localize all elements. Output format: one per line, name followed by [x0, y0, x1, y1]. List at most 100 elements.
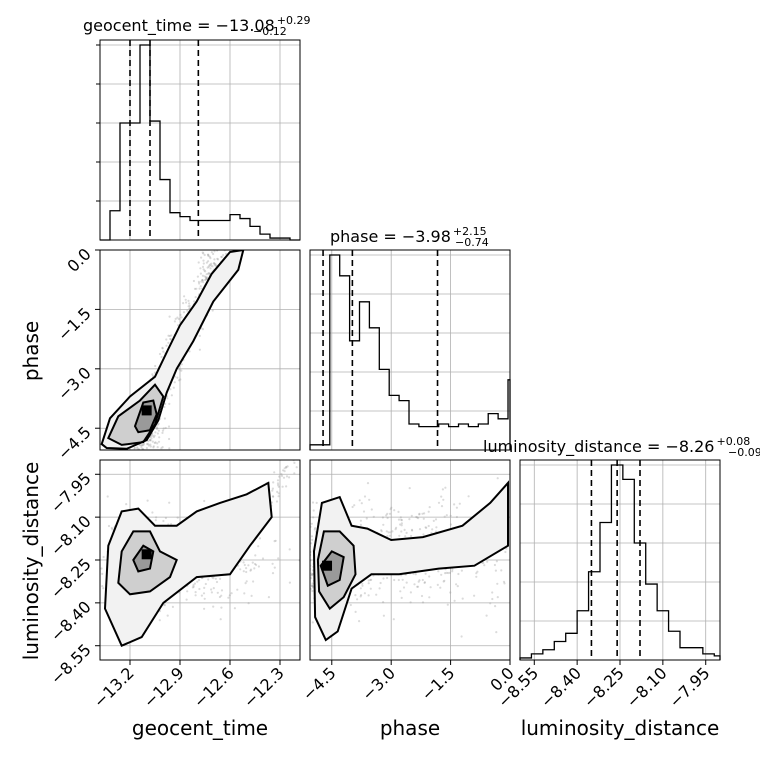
sample-point	[97, 581, 99, 583]
sample-point	[482, 561, 485, 565]
sample-point	[205, 261, 208, 264]
sample-point	[451, 570, 454, 573]
sample-point	[290, 598, 292, 600]
sample-point	[359, 587, 362, 590]
sample-point	[310, 584, 313, 587]
sample-point	[156, 432, 159, 435]
sample-point	[168, 501, 171, 504]
sample-point	[295, 548, 297, 550]
sample-point	[207, 260, 210, 263]
sample-point	[311, 621, 314, 624]
sample-point	[203, 607, 206, 610]
sample-point	[163, 417, 166, 420]
sample-point	[204, 270, 207, 273]
sample-point	[386, 516, 389, 520]
sample-point	[176, 316, 179, 319]
y-tick-label-luminosity_distance: −8.10	[47, 512, 95, 560]
sample-point	[243, 592, 246, 595]
contour-outer	[312, 480, 509, 642]
sample-point	[368, 498, 371, 501]
sample-point	[192, 279, 195, 283]
sample-point	[206, 276, 209, 279]
sample-point	[283, 467, 286, 470]
sample-point	[201, 279, 204, 282]
sample-point	[422, 533, 425, 536]
sample-point	[167, 341, 170, 344]
sample-point	[201, 265, 205, 268]
sample-point	[186, 590, 189, 593]
sample-point	[202, 281, 205, 284]
sample-point	[197, 280, 200, 283]
sample-point	[410, 514, 413, 518]
sample-point	[141, 444, 145, 447]
sample-point	[211, 309, 214, 312]
sample-point	[151, 374, 155, 378]
sample-point	[356, 598, 359, 601]
sample-point	[390, 506, 393, 509]
sample-point	[102, 587, 105, 590]
sample-point	[156, 446, 159, 449]
sample-point	[400, 519, 403, 522]
sample-point	[440, 495, 443, 498]
sample-point	[227, 248, 229, 250]
sample-point	[177, 317, 180, 321]
sample-point	[277, 557, 280, 560]
sample-point	[421, 512, 424, 515]
sample-point	[199, 285, 202, 288]
sample-point	[101, 572, 104, 576]
sample-point	[483, 564, 486, 567]
y-tick-label-luminosity_distance: −8.40	[47, 597, 95, 645]
sample-point	[212, 577, 215, 580]
sample-point	[311, 573, 314, 576]
sample-point	[251, 561, 254, 564]
sample-point	[277, 484, 280, 487]
sample-point	[156, 423, 159, 426]
sample-point	[151, 373, 154, 376]
sample-point	[307, 541, 309, 543]
contour-inner	[132, 544, 155, 573]
sample-point	[184, 298, 187, 301]
sample-point	[310, 535, 314, 538]
sample-point	[436, 583, 439, 587]
sample-point	[281, 485, 284, 488]
sample-point	[180, 363, 183, 366]
sample-point	[455, 583, 458, 586]
sample-point	[203, 499, 206, 503]
sample-point	[385, 514, 388, 517]
sample-point	[202, 252, 205, 255]
sample-point	[307, 570, 309, 572]
sample-point	[146, 442, 149, 446]
sample-point	[196, 580, 199, 583]
sample-point	[389, 508, 392, 511]
sample-point	[219, 618, 222, 621]
sample-point	[393, 509, 396, 512]
sample-point	[293, 456, 295, 458]
sample-point	[92, 578, 94, 580]
sample-point	[427, 510, 430, 513]
panel-luminosity_distance-vs-phase	[290, 477, 513, 642]
title-phase-lower: −0.74	[455, 236, 489, 249]
sample-point	[172, 386, 175, 389]
sample-point	[301, 464, 303, 466]
sample-point	[418, 528, 422, 531]
sample-point	[303, 572, 305, 574]
sample-point	[311, 586, 314, 589]
sample-point	[295, 581, 297, 583]
sample-point	[303, 582, 305, 584]
sample-point	[288, 581, 291, 584]
sample-point	[272, 495, 275, 498]
sample-point	[209, 257, 212, 260]
x-tick-label-geocent_time: −12.9	[140, 663, 188, 711]
sample-point	[511, 543, 513, 545]
sample-point	[188, 304, 191, 307]
sample-point	[261, 557, 265, 560]
y-tick-label-phase: −1.5	[54, 304, 95, 345]
sample-point	[216, 258, 220, 261]
sample-point	[210, 251, 213, 254]
sample-point	[155, 426, 158, 429]
sample-point	[420, 594, 424, 598]
histogram-phase	[309, 254, 511, 450]
sample-point	[162, 427, 165, 430]
sample-point	[258, 537, 262, 540]
sample-point	[310, 522, 313, 525]
